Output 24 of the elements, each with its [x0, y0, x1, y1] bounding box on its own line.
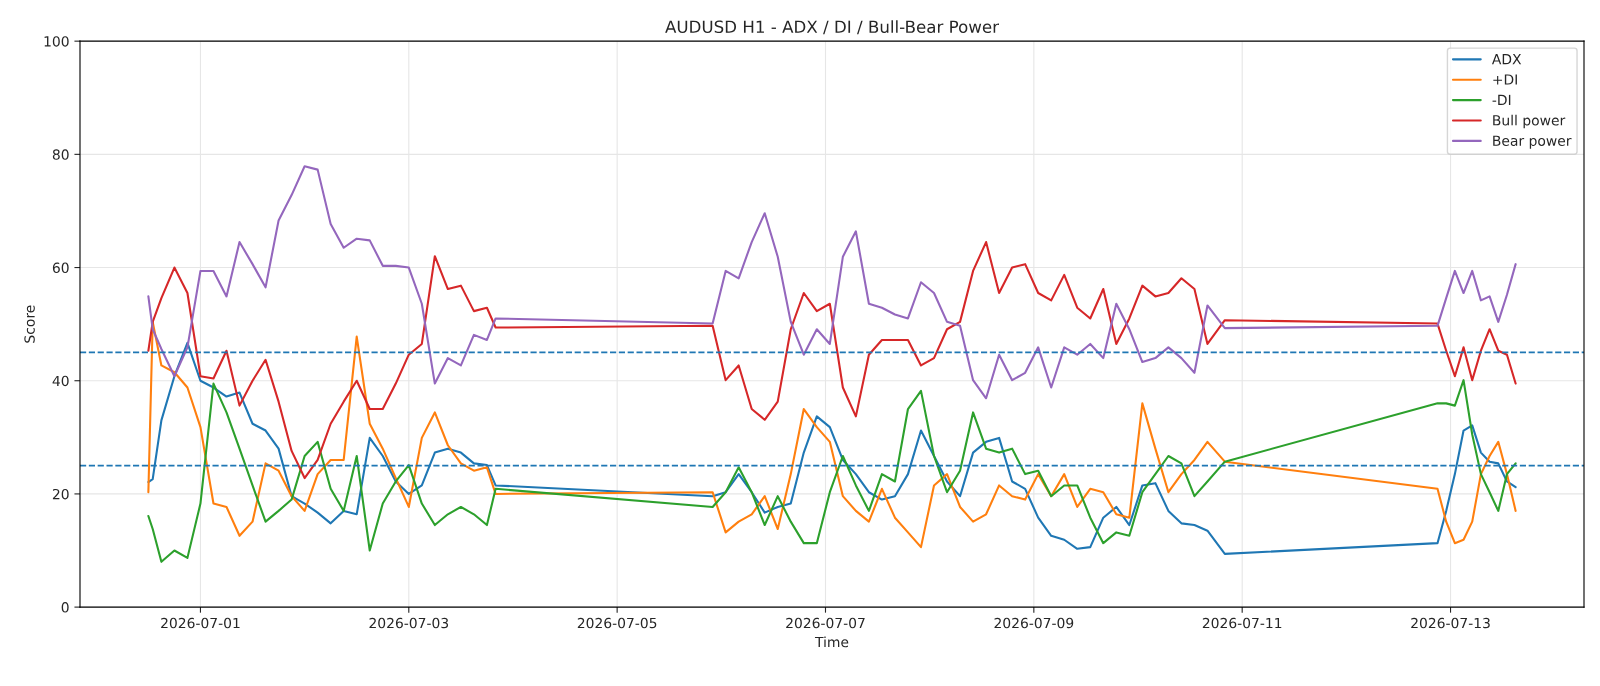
x-tick-label: 2026-07-07: [786, 617, 865, 629]
y-axis-title: Score: [24, 305, 35, 343]
x-tick-label: 2026-07-09: [994, 617, 1074, 629]
x-tick-label: 2026-07-01: [161, 617, 240, 629]
legend-label: ADX: [1491, 54, 1522, 65]
x-tick-label: 2026-07-05: [577, 617, 657, 629]
chart-title: AUDUSD H1 - ADX / DI / Bull-Bear Power: [665, 20, 1000, 35]
y-tick-label: 0: [61, 602, 69, 613]
legend-label: +DI: [1493, 74, 1517, 85]
line-series: [147, 379, 1517, 563]
x-axis-title: Time: [814, 636, 849, 648]
x-tick-label: 2026-07-13: [1411, 617, 1490, 629]
y-tick-label: 100: [44, 36, 69, 47]
line-series: [147, 241, 1517, 480]
legend-label: Bull power: [1493, 114, 1566, 129]
y-tick-label: 20: [52, 488, 69, 500]
y-tick-label: 60: [52, 262, 69, 274]
y-tick-label: 40: [52, 375, 69, 387]
line-series: [147, 165, 1517, 400]
legend-label: -DI: [1492, 94, 1511, 105]
x-tick-label: 2026-07-11: [1202, 617, 1282, 629]
x-tick-label: 2026-07-03: [369, 617, 449, 629]
y-tick-label: 80: [52, 149, 69, 160]
legend-label: Bear power: [1493, 135, 1572, 149]
